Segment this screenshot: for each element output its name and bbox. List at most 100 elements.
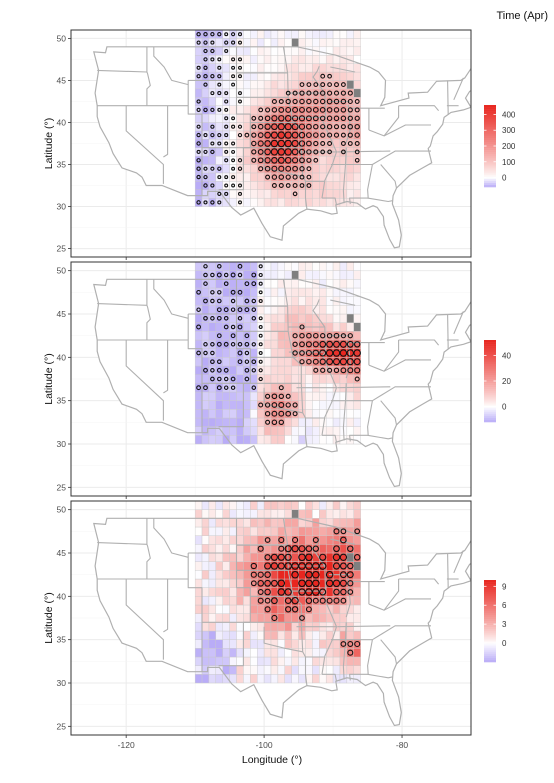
heatmap-cell bbox=[291, 578, 299, 588]
heatmap-cell bbox=[215, 613, 223, 623]
heatmap-cell bbox=[298, 365, 306, 375]
legend-tick-label: 100 bbox=[502, 158, 516, 167]
heatmap-cell bbox=[250, 331, 258, 341]
significance-circle bbox=[284, 139, 292, 148]
heatmap-cell bbox=[277, 501, 285, 510]
heatmap-cell bbox=[332, 30, 341, 39]
significance-circle bbox=[285, 165, 292, 172]
heatmap-cell bbox=[325, 435, 334, 445]
heatmap-cell bbox=[257, 509, 265, 519]
y-axis-title: Latitude (°) bbox=[43, 118, 55, 169]
significance-circle bbox=[347, 545, 354, 552]
significance-circle bbox=[347, 124, 353, 130]
state-boundaries bbox=[97, 279, 464, 447]
significance-markers bbox=[250, 528, 361, 656]
heatmap-cell bbox=[201, 122, 210, 132]
heatmap-cell bbox=[194, 122, 203, 132]
heatmap-cell bbox=[208, 400, 217, 410]
significance-circle bbox=[305, 597, 313, 604]
state-border bbox=[282, 46, 308, 210]
significance-circle bbox=[292, 165, 298, 172]
heatmap-cell bbox=[291, 665, 299, 675]
heatmap-cell bbox=[215, 147, 223, 157]
state-border bbox=[398, 105, 440, 112]
significance-circle bbox=[299, 332, 305, 339]
heatmap-cell bbox=[353, 155, 361, 165]
significance-circle bbox=[319, 597, 326, 604]
heatmap-cell bbox=[194, 46, 203, 56]
heatmap-cell bbox=[305, 63, 313, 73]
heatmap-cell bbox=[346, 426, 354, 436]
significance-circle bbox=[284, 545, 292, 553]
heatmap-cell bbox=[229, 181, 237, 190]
state-border bbox=[337, 625, 391, 628]
heatmap-cell bbox=[277, 30, 285, 39]
heatmap-cell bbox=[250, 501, 258, 510]
heatmap-cell bbox=[277, 596, 285, 606]
heatmap-cell bbox=[250, 30, 258, 39]
significance-circle bbox=[319, 553, 327, 561]
legend-gradient-step bbox=[484, 105, 496, 108]
heatmap-cell bbox=[305, 313, 313, 323]
significance-circle bbox=[210, 132, 215, 138]
legend-gradient-step bbox=[484, 360, 496, 363]
heatmap-cell bbox=[215, 365, 223, 375]
state-border bbox=[153, 46, 189, 86]
legend-gradient-step bbox=[484, 135, 496, 139]
heatmap-cell bbox=[222, 164, 230, 174]
heatmap-cell bbox=[263, 270, 272, 280]
heatmap-cell bbox=[236, 596, 244, 606]
heatmap-cell bbox=[319, 417, 327, 427]
significance-circle bbox=[196, 158, 201, 163]
state-border bbox=[342, 622, 347, 680]
heatmap-cell bbox=[229, 613, 237, 623]
significance-circle bbox=[203, 149, 208, 154]
legend-gradient-step bbox=[484, 387, 496, 390]
heatmap-cell bbox=[201, 348, 210, 358]
significance-circle bbox=[203, 350, 208, 356]
significance-circle bbox=[203, 82, 208, 87]
significance-circle bbox=[347, 641, 354, 647]
legend-gradient-step bbox=[484, 125, 496, 128]
heatmap-cell bbox=[284, 613, 292, 623]
heatmap-cell bbox=[229, 365, 237, 375]
heatmap-cell bbox=[353, 665, 361, 675]
significance-circle bbox=[277, 156, 285, 164]
heatmap-cell bbox=[277, 189, 285, 199]
heatmap-cell bbox=[229, 391, 237, 401]
heatmap-cell bbox=[208, 97, 217, 106]
heatmap-cell bbox=[243, 518, 251, 528]
heatmap-cell bbox=[257, 46, 265, 56]
state-border bbox=[163, 340, 169, 394]
significance-circle bbox=[196, 141, 201, 146]
significance-circle bbox=[313, 82, 319, 88]
significance-circle bbox=[196, 99, 201, 104]
legend-gradient-step bbox=[484, 184, 496, 188]
heatmap-cell bbox=[208, 270, 217, 280]
heatmap-cell bbox=[243, 426, 251, 436]
heatmap-cell bbox=[194, 63, 203, 73]
heatmap-cell bbox=[325, 391, 334, 401]
heatmap-cell bbox=[229, 357, 237, 367]
significance-circle bbox=[320, 124, 326, 130]
heatmap-cell bbox=[236, 80, 244, 90]
heatmap-cell bbox=[194, 197, 203, 207]
heatmap-cell bbox=[250, 365, 258, 375]
heatmap-cell bbox=[250, 596, 258, 606]
significance-circle bbox=[306, 174, 312, 180]
significance-circle bbox=[313, 332, 319, 339]
heatmap-cell bbox=[305, 656, 313, 666]
legend-gradient-step bbox=[484, 358, 496, 361]
heatmap-cell bbox=[250, 587, 258, 597]
heatmap-cell bbox=[353, 570, 361, 580]
heatmap-cell bbox=[236, 518, 244, 528]
heatmap-cell bbox=[305, 279, 313, 289]
heatmap-cell bbox=[222, 30, 230, 39]
significance-circle bbox=[237, 57, 243, 62]
significance-circle bbox=[257, 589, 264, 595]
heatmap-cell bbox=[298, 535, 306, 545]
heatmap-cell bbox=[346, 613, 354, 623]
significance-circle bbox=[217, 141, 222, 146]
heatmap-cell bbox=[194, 270, 203, 280]
